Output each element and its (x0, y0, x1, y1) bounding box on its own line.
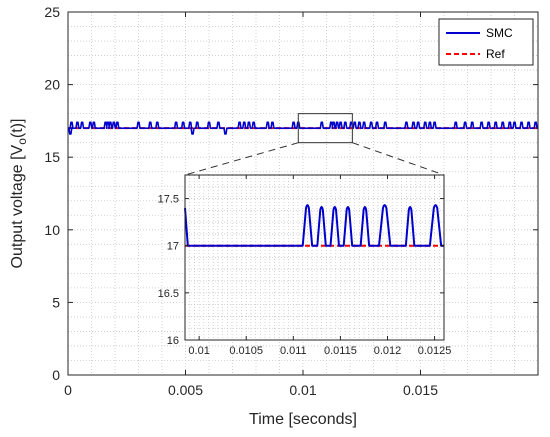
legend-label-ref: Ref (486, 47, 505, 61)
y-axis-label-subscript: o (15, 138, 29, 145)
inset-smc-line (184, 204, 444, 247)
inset-x-tick-label: 0.0105 (229, 345, 263, 357)
zoom-region-box (297, 113, 353, 144)
inset-x-tick-label: 0.0115 (324, 345, 357, 357)
main-y-tick-labels: 0 5 10 15 20 25 (44, 4, 60, 383)
main-ticks (67, 11, 538, 376)
inset-y-tick-label: 17 (167, 241, 179, 253)
y-axis-label: Output voltage [Vo(t)] (9, 119, 29, 269)
main-y-tick-label: 25 (44, 4, 60, 20)
zoom-connector-right (352, 142, 445, 176)
main-series (68, 121, 538, 135)
inset-x-tick-labels: 0.01 0.0105 0.011 0.0115 0.012 0.0125 (188, 345, 451, 357)
inset-x-tick-label: 0.0125 (418, 345, 452, 357)
inset-x-tick-label: 0.01 (188, 345, 209, 357)
zoom-connector-lines (184, 142, 445, 176)
inset-x-tick-label: 0.011 (280, 345, 307, 357)
x-axis-label: Time [seconds] (249, 411, 357, 428)
main-y-tick-label: 20 (44, 77, 60, 93)
inset-axes-frame (184, 174, 445, 341)
inset-ticks (185, 175, 444, 341)
inset-y-tick-labels: 16 16.5 17 17.5 (158, 194, 179, 347)
main-y-tick-label: 15 (44, 149, 60, 165)
main-y-tick-label: 10 (44, 222, 60, 238)
zoom-connector-left (184, 142, 299, 176)
legend-box (438, 18, 534, 66)
main-x-tick-labels: 0 0.005 0.01 0.015 (64, 382, 438, 398)
inset-axes: 0.01 0.0105 0.011 0.0115 0.012 0.0125 1616.51… (158, 174, 451, 357)
main-y-tick-label: 0 (52, 367, 60, 383)
inset-y-tick-label: 16.5 (158, 288, 179, 300)
inset-series (184, 204, 444, 247)
inset-y-tick-label: 17.5 (158, 194, 179, 206)
y-axis-label-tail: (t)] (9, 119, 26, 139)
main-x-tick-label: 0 (64, 382, 72, 398)
inset-y-tick-label: 16 (167, 335, 179, 347)
main-x-tick-label: 0.015 (403, 382, 438, 398)
legend-label-smc: SMC (486, 26, 513, 40)
main-y-tick-label: 5 (52, 294, 60, 310)
y-axis-label-main: Output voltage [V (9, 144, 26, 268)
main-x-tick-label: 0.01 (289, 382, 316, 398)
smc-line (68, 121, 538, 135)
main-x-tick-label: 0.005 (168, 382, 203, 398)
legend: SMC Ref (438, 18, 534, 66)
inset-x-tick-label: 0.012 (374, 345, 402, 357)
